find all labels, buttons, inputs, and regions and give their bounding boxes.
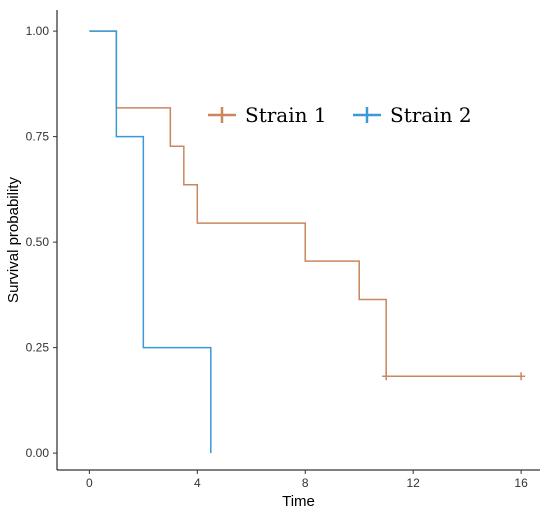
legend-label-strain-1: Strain 1 (245, 103, 327, 127)
x-tick-label: 12 (406, 476, 420, 490)
y-tick-label: 0.50 (26, 235, 50, 249)
legend-item-strain-2: Strain 2 (353, 103, 472, 127)
legend-key-strain-1 (208, 107, 236, 123)
legend: Strain 1 Strain 2 (208, 103, 472, 127)
x-tick-label: 8 (302, 476, 309, 490)
series-line-1 (89, 30, 522, 378)
legend-key-strain-2 (353, 107, 381, 123)
series-line-2 (89, 30, 212, 454)
censor-mark (517, 372, 526, 381)
censor-mark (382, 372, 391, 381)
legend-symbol (208, 107, 236, 123)
x-tick-label: 16 (514, 476, 528, 490)
axes (56, 10, 540, 471)
legend-item-strain-1: Strain 1 (208, 103, 327, 127)
y-tick-label: 0.25 (26, 341, 50, 355)
x-tick-label: 0 (86, 476, 93, 490)
y-tick-label: 1.00 (26, 24, 50, 38)
x-axis-title: Time (282, 493, 315, 510)
legend-symbol (353, 107, 381, 123)
legend-label-strain-2: Strain 2 (390, 103, 472, 127)
y-axis-title: Survival probability (5, 177, 22, 303)
ticks: 0 4 8 12 16 0.00 0.25 0.50 0.75 1.00 (26, 24, 528, 490)
series (89, 30, 526, 454)
y-tick-label: 0.75 (26, 130, 50, 144)
y-tick-label: 0.00 (26, 446, 50, 460)
x-tick-label: 4 (194, 476, 201, 490)
